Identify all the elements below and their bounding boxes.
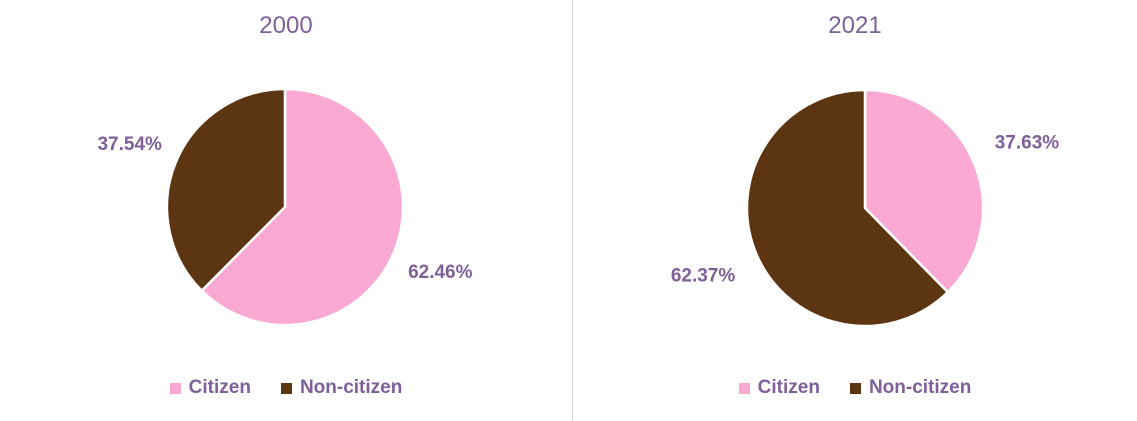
pie-chart-2021: 2021 37.63% 62.37% Citizen Non-citizen (573, 0, 1137, 421)
legend: Citizen Non-citizen (0, 377, 572, 399)
legend-label: Non-citizen (868, 377, 972, 398)
data-label-citizen: 62.46% (408, 262, 473, 283)
chart-title: 2021 (828, 12, 882, 39)
data-label-non-citizen: 62.37% (671, 265, 736, 286)
legend: Citizen Non-citizen (573, 377, 1137, 399)
legend-item-citizen: Citizen (169, 377, 251, 399)
pie-slice-non-citizen (745, 88, 950, 328)
legend-item-non-citizen: Non-citizen (849, 377, 972, 399)
legend-label: Citizen (188, 377, 251, 398)
legend-swatch-citizen (169, 382, 181, 394)
legend-swatch-citizen (738, 382, 750, 394)
legend-label: Non-citizen (299, 377, 403, 398)
pie-svg: 37.63% 62.37% (671, 88, 1060, 328)
legend-item-citizen: Citizen (738, 377, 820, 399)
legend-label: Citizen (757, 377, 820, 398)
pie-slice-non-citizen (165, 87, 287, 293)
pie-slice-citizen (863, 88, 985, 294)
pie-slice-citizen (200, 87, 405, 327)
legend-swatch-non-citizen (280, 382, 292, 394)
pie-svg: 62.46% 37.54% (97, 87, 473, 327)
legend-swatch-non-citizen (849, 382, 861, 394)
data-label-citizen: 37.63% (995, 133, 1060, 154)
data-label-non-citizen: 37.54% (97, 134, 162, 155)
pie-chart-2000: 2000 62.46% 37.54% Citizen Non-citizen (0, 0, 573, 421)
chart-title: 2000 (259, 12, 313, 39)
legend-item-non-citizen: Non-citizen (280, 377, 403, 399)
